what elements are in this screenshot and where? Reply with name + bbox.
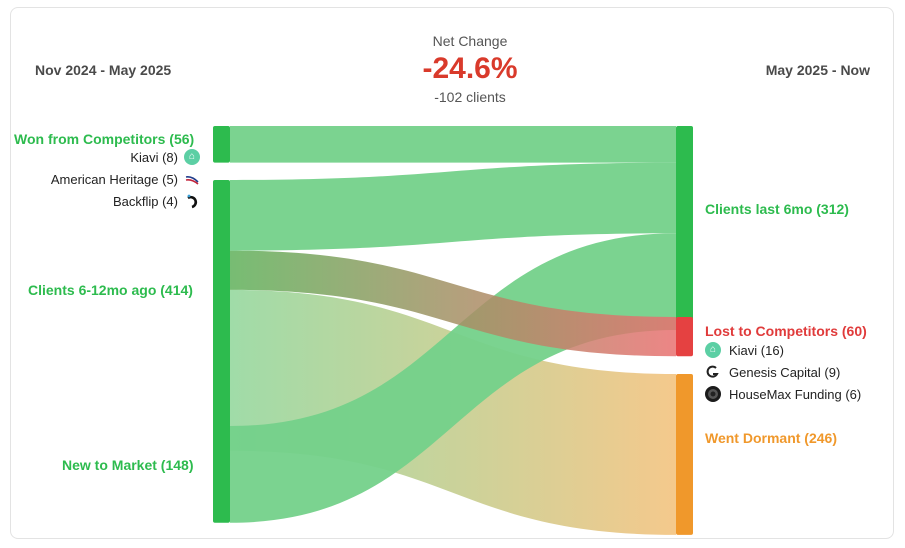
sankey-node-lost <box>676 317 693 357</box>
housemax-icon <box>705 386 721 402</box>
kiavi-icon: ⌂ <box>184 149 200 165</box>
won-breakdown-label: American Heritage (5) <box>50 171 178 187</box>
node-label-lost-to-competitors: Lost to Competitors (60) <box>705 323 867 339</box>
sankey-node-dormant <box>676 374 693 535</box>
sankey-node-clients-prev <box>213 180 230 451</box>
won-breakdown-item: Kiavi (8) ⌂ <box>130 149 200 165</box>
sankey-link-new-to-clients-last <box>230 233 676 523</box>
period-left-label: Nov 2024 - May 2025 <box>35 62 172 78</box>
lost-breakdown-item: ⌂ Kiavi (16) <box>705 342 784 358</box>
sankey-link-clients-prev-to-lost <box>230 250 676 357</box>
won-breakdown-label: Backflip (4) <box>112 193 178 209</box>
lost-breakdown-label: Genesis Capital (9) <box>729 364 841 380</box>
lost-breakdown-label: HouseMax Funding (6) <box>729 386 862 402</box>
won-breakdown-item: American Heritage (5) <box>51 171 200 187</box>
won-breakdown-label: Kiavi (8) <box>130 149 178 165</box>
lost-breakdown-item: Genesis Capital (9) <box>705 364 840 380</box>
kiavi-icon: ⌂ <box>705 342 721 358</box>
sankey-link-clients-prev-to-clients-last <box>230 162 676 251</box>
period-right-label: May 2025 - Now <box>765 62 870 78</box>
sankey-node-new <box>213 426 230 523</box>
american-heritage-icon <box>184 171 200 187</box>
node-label-clients-last-6mo: Clients last 6mo (312) <box>705 201 849 217</box>
node-label-went-dormant: Went Dormant (246) <box>705 430 837 446</box>
sankey-node-won <box>213 126 230 163</box>
sankey-node-clients-last <box>676 126 693 331</box>
node-label-clients-6-12mo-ago: Clients 6-12mo ago (414) <box>28 282 193 298</box>
won-breakdown-item: Backflip (4) <box>113 193 200 209</box>
node-label-won-from-competitors: Won from Competitors (56) <box>14 131 195 147</box>
net-change-clients: -102 clients <box>434 89 506 105</box>
lost-breakdown-item: HouseMax Funding (6) <box>705 386 861 402</box>
sankey-link-won-to-clients-last <box>230 126 676 163</box>
lost-breakdown-label: Kiavi (16) <box>729 342 784 358</box>
net-change-title: Net Change <box>432 33 508 49</box>
net-change-value: -24.6% <box>422 52 518 85</box>
backflip-icon <box>184 193 200 209</box>
genesis-capital-icon <box>705 364 721 380</box>
node-label-new-to-market: New to Market (148) <box>62 457 194 473</box>
